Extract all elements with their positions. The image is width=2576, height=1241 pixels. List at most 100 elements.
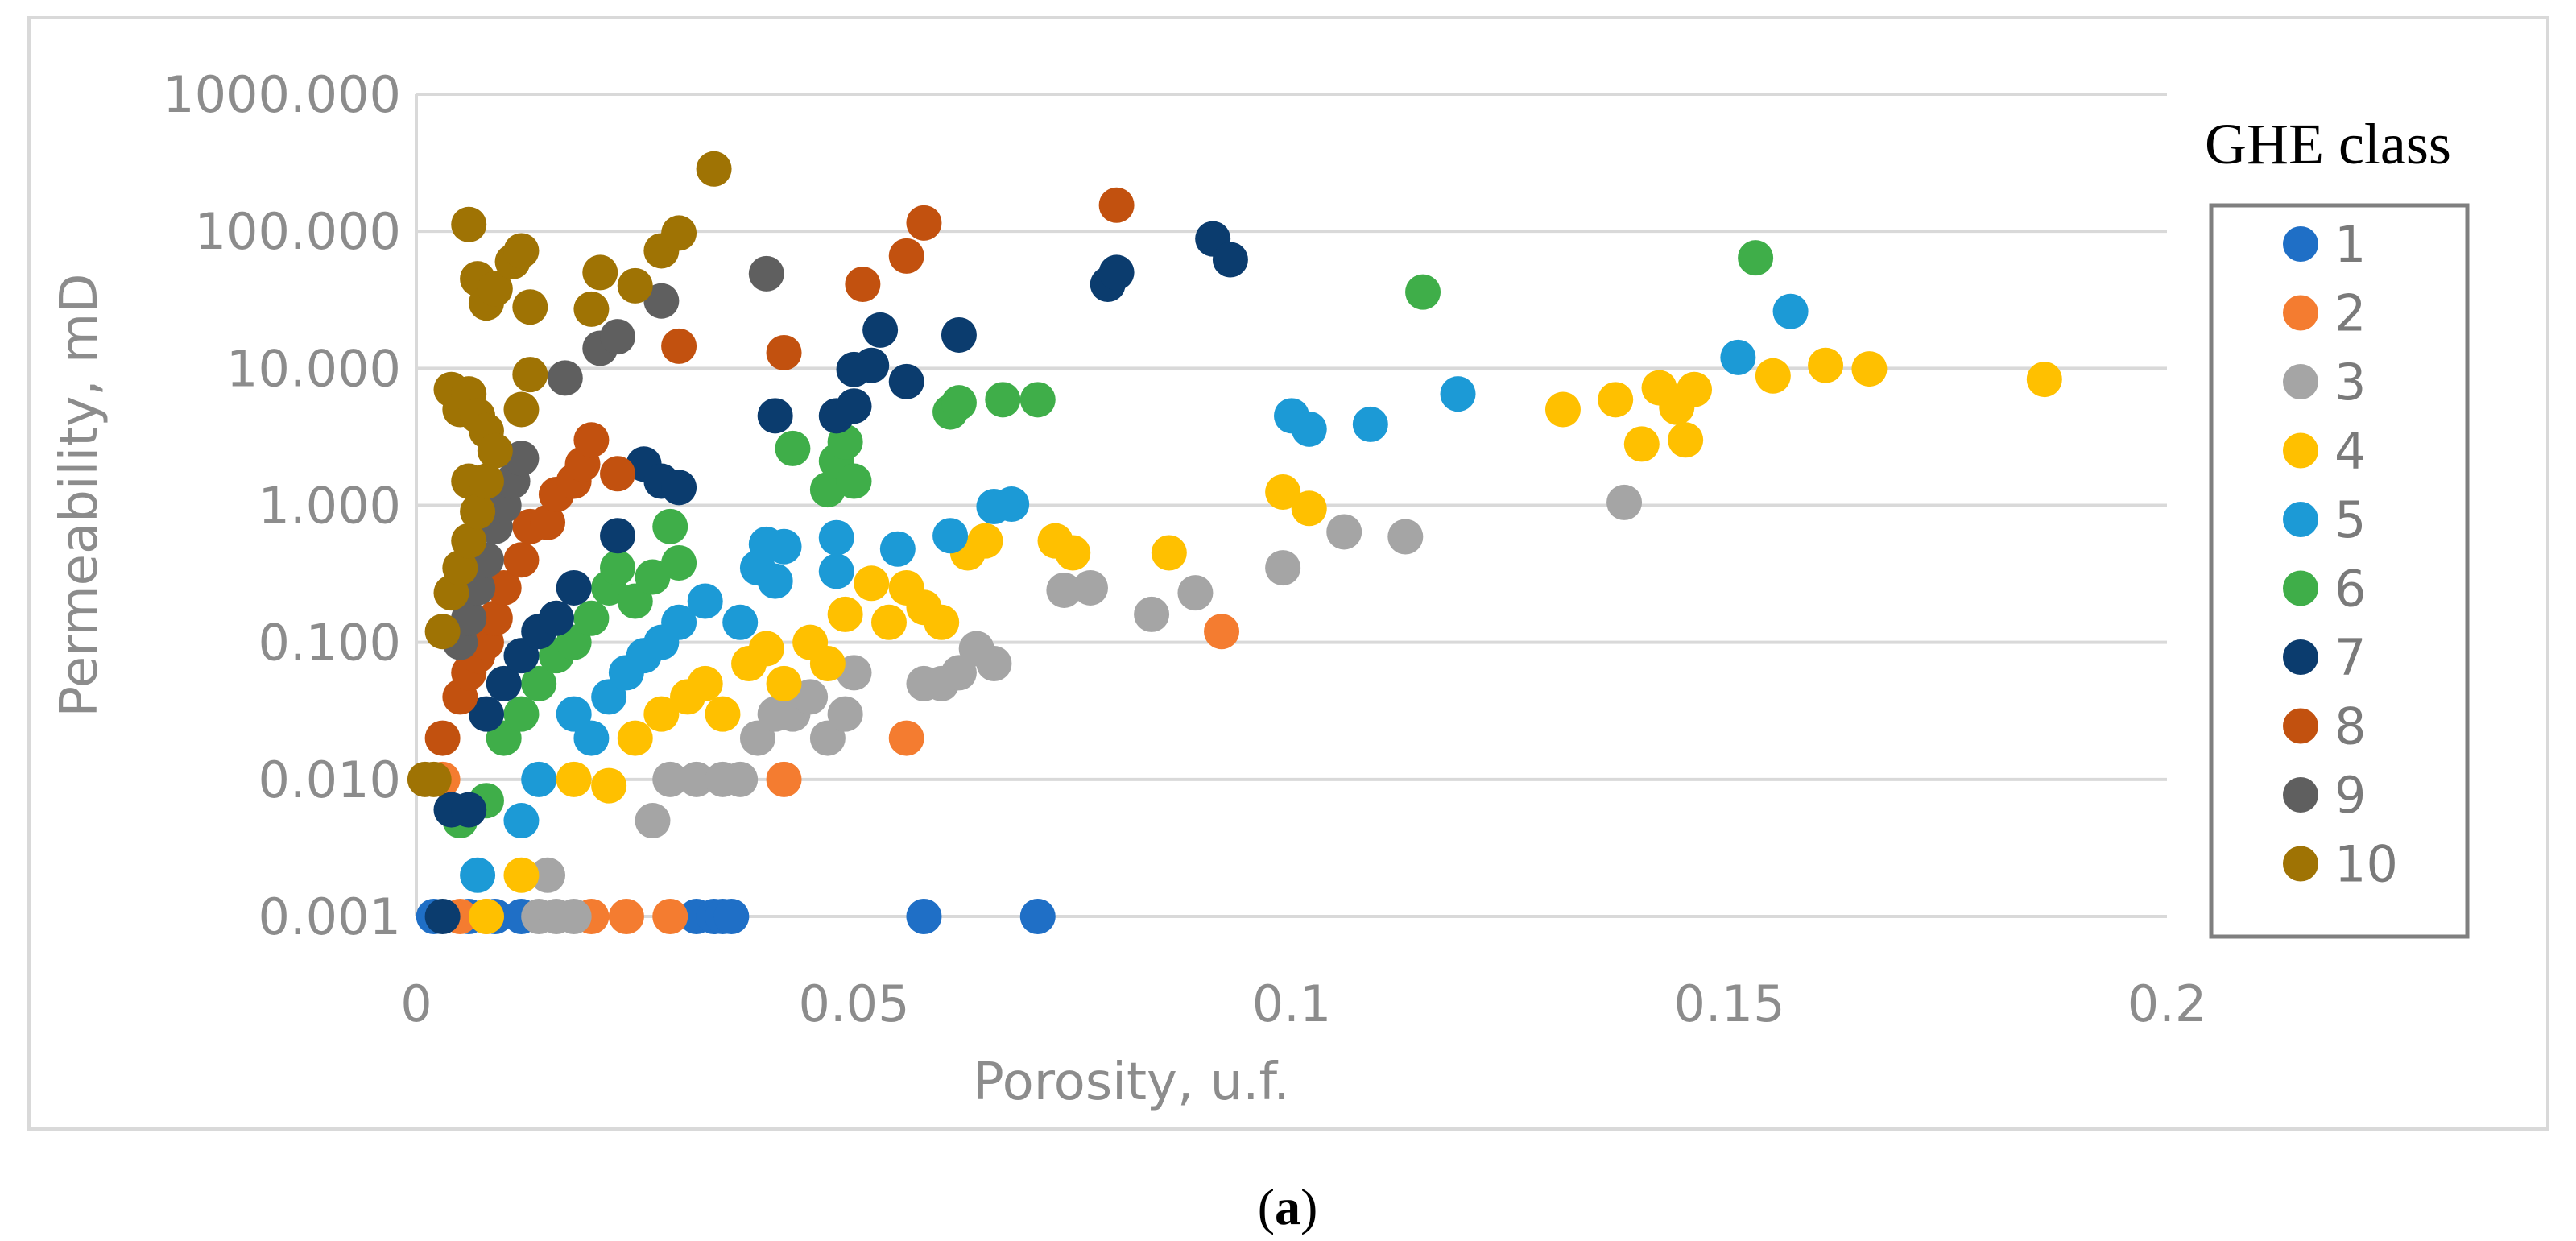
legend: 1 2 3 4 5 6 7 8 9 10 [2283, 215, 2398, 894]
data-point [617, 720, 653, 756]
data-point [1606, 484, 1643, 520]
data-point [573, 720, 610, 756]
legend-marker [2283, 777, 2318, 813]
data-point [932, 518, 969, 554]
data-point [556, 899, 592, 934]
data-point [748, 255, 784, 292]
data-point [652, 899, 688, 934]
data-point [521, 665, 557, 701]
legend-item-8: 8 [2283, 697, 2366, 756]
data-point [556, 761, 592, 797]
data-point [652, 508, 688, 544]
legend-marker [2283, 364, 2318, 399]
data-point [1291, 411, 1327, 447]
data-point [1772, 293, 1809, 329]
series-8 [424, 187, 1135, 756]
legend-item-5: 5 [2283, 490, 2366, 549]
data-point [503, 542, 540, 578]
legend-label: 5 [2334, 490, 2366, 549]
data-point [442, 550, 478, 586]
data-point [503, 803, 540, 839]
legend-item-7: 7 [2283, 628, 2366, 687]
data-point [836, 463, 872, 499]
data-point [1046, 572, 1082, 608]
x-tick-label: 0.05 [798, 974, 909, 1033]
data-point [503, 391, 540, 428]
data-point [854, 347, 890, 383]
y-tick-label: 1.000 [258, 477, 402, 536]
data-point [687, 665, 723, 701]
data-point [477, 271, 513, 307]
data-point [827, 596, 863, 632]
data-point [1055, 535, 1091, 571]
y-tick-label: 0.001 [258, 887, 402, 946]
data-point [1677, 371, 1713, 407]
data-point [600, 319, 636, 355]
data-point [512, 289, 548, 325]
data-point [424, 614, 461, 650]
data-point [556, 569, 592, 606]
y-tick-label: 10.000 [226, 339, 401, 398]
caption-close-paren: ) [1300, 1178, 1317, 1235]
legend-item-9: 9 [2283, 766, 2366, 825]
data-point [661, 470, 697, 506]
data-point [766, 665, 802, 701]
data-point [538, 600, 574, 636]
data-point [468, 899, 504, 934]
legend-marker [2283, 502, 2318, 537]
data-point [600, 456, 636, 492]
data-point [862, 312, 899, 348]
data-point [1326, 514, 1362, 550]
data-point [591, 767, 627, 804]
data-point [512, 357, 548, 393]
legend-item-4: 4 [2283, 422, 2366, 481]
data-point [477, 600, 513, 636]
data-point [1098, 187, 1135, 223]
data-point [766, 528, 802, 565]
data-point [941, 385, 977, 421]
legend-label: 8 [2334, 697, 2366, 756]
data-point [530, 857, 566, 893]
data-point [1720, 339, 1756, 375]
data-point [722, 761, 759, 797]
data-point [827, 696, 863, 732]
legend-item-10: 10 [2283, 835, 2398, 894]
data-point [451, 600, 487, 636]
data-point [643, 696, 680, 732]
data-point [1177, 575, 1214, 611]
data-point [687, 583, 723, 619]
legend-item-2: 2 [2283, 284, 2366, 343]
x-tick-label: 0 [400, 974, 432, 1033]
x-tick-labels: 0 0.05 0.1 0.15 0.2 [400, 974, 2206, 1033]
data-point [888, 363, 924, 399]
data-point [757, 398, 793, 434]
data-point [775, 430, 811, 466]
legend-label: 3 [2334, 353, 2366, 412]
data-point [994, 486, 1030, 523]
data-point [2026, 362, 2062, 398]
x-tick-label: 0.15 [1673, 974, 1784, 1033]
data-point [635, 803, 671, 839]
y-tick-label: 1000.000 [163, 65, 401, 124]
data-point [643, 283, 680, 319]
data-point [416, 761, 452, 797]
data-point [888, 238, 924, 274]
data-point [573, 600, 610, 636]
data-point [521, 761, 557, 797]
legend-label: 10 [2334, 835, 2398, 894]
data-point [809, 646, 846, 682]
data-point [486, 569, 522, 606]
legend-label: 1 [2334, 215, 2366, 274]
data-point [1387, 519, 1424, 555]
data-point [460, 494, 496, 530]
data-point [766, 761, 802, 797]
legend-marker [2283, 708, 2318, 744]
data-point [503, 857, 540, 893]
figure-caption: (a) [1258, 1178, 1318, 1235]
data-point [468, 463, 504, 499]
data-point [547, 360, 583, 396]
data-point [1019, 382, 1056, 418]
legend-marker [2283, 846, 2318, 882]
